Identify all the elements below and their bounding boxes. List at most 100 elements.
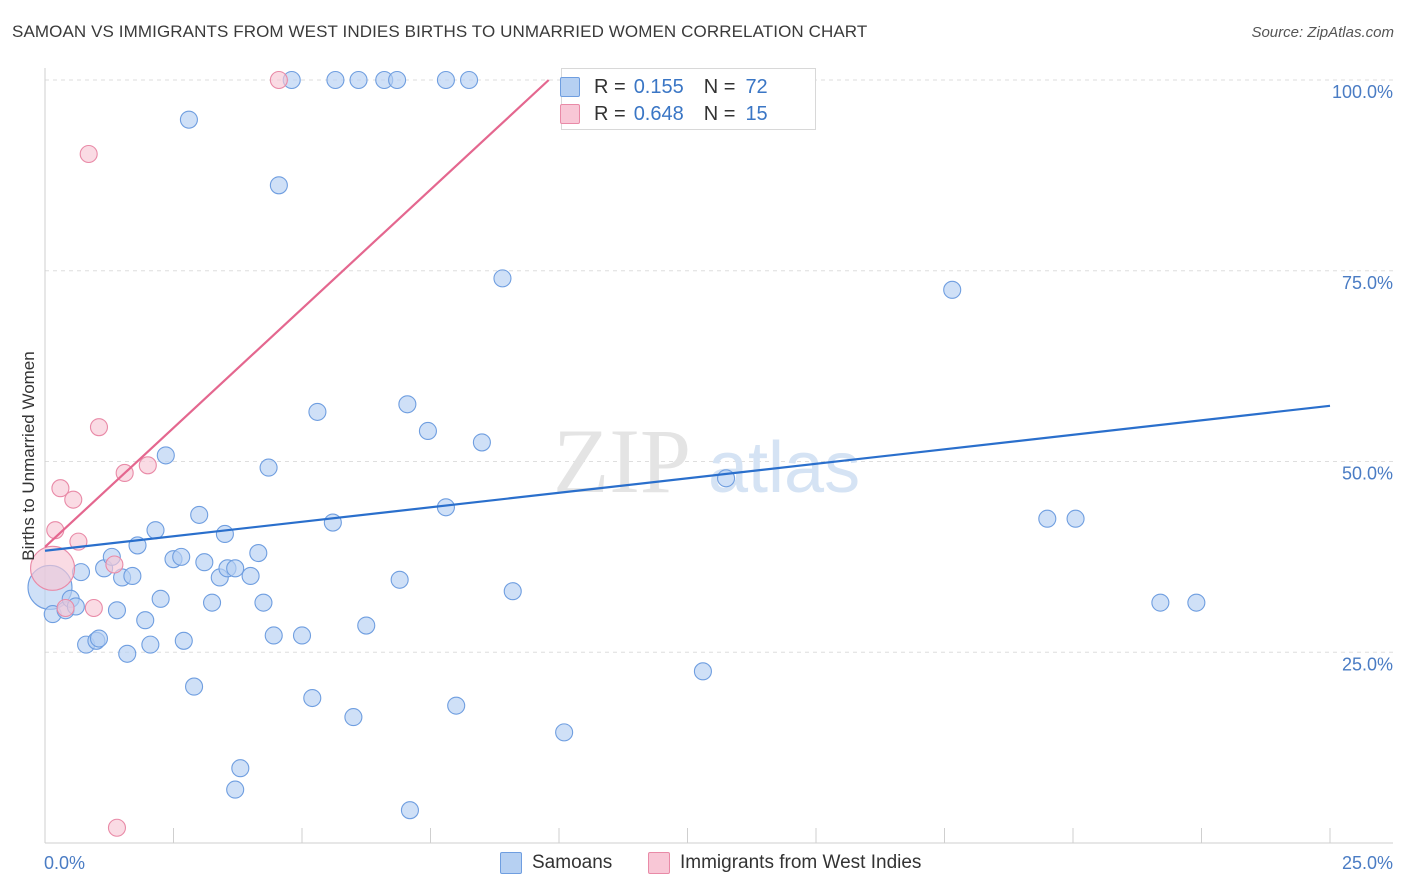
samoans-point[interactable] [400,801,419,820]
legend-swatch-samoans [560,77,580,97]
x-tick-label-min: 0.0% [44,853,85,873]
west-indies-point[interactable] [89,418,109,437]
samoans-point[interactable] [123,566,142,586]
samoans-point[interactable] [179,110,198,129]
trend-layer [44,79,1331,552]
legend-n-value: 72 [745,75,768,98]
samoans-point[interactable] [436,70,455,90]
samoans-point[interactable] [195,553,214,572]
legend-r-value: 0.648 [633,102,684,125]
source-label: Source: ZipAtlas.com [1251,24,1394,41]
watermark-zip: ZIP [553,410,691,512]
legend-item-samoans[interactable]: Samoans [500,852,612,874]
samoans-point[interactable] [943,280,962,299]
samoans-point[interactable] [693,662,712,681]
samoans-point[interactable] [226,780,245,799]
samoans-point[interactable] [418,421,437,441]
west-indies-point[interactable] [107,818,127,837]
samoans-point[interactable] [1038,509,1057,528]
west-indies-point[interactable] [105,555,124,574]
samoans-point[interactable] [107,601,127,620]
samoans-point[interactable] [1151,593,1170,612]
legend-swatch-west-indies [560,104,580,124]
west-indies-point[interactable] [138,456,157,475]
legend-row-samoans: R = 0.155 N = 72 [560,75,768,98]
legend-n-label: N = [703,75,736,98]
y-tick-label: 75.0% [1342,273,1393,293]
west-indies-point[interactable] [51,479,70,498]
samoans-point[interactable] [249,544,268,563]
west-indies-trend-line [44,79,550,548]
samoans-point[interactable] [174,631,193,650]
samoans-point[interactable] [1066,509,1085,528]
legend-row-west-indies: R = 0.648 N = 15 [560,102,768,125]
legend-label-west-indies: Immigrants from West Indies [680,852,922,873]
y-tick-label: 100.0% [1332,82,1393,102]
samoans-point[interactable] [344,708,363,727]
samoans-point[interactable] [259,458,278,477]
y-axis-label: Births to Unmarried Women [19,351,38,560]
samoans-point[interactable] [231,759,250,778]
legend-swatch-samoans [500,852,522,874]
samoans-trend-line [44,404,1331,552]
samoans-point[interactable] [472,433,491,452]
samoans-point[interactable] [226,559,245,578]
legend-r-label: R = [594,102,626,125]
samoans-point[interactable] [264,626,283,645]
label-layer: 25.0% 50.0% 75.0% 100.0% 0.0% 25.0% [44,82,1393,873]
samoans-point[interactable] [172,547,191,566]
samoans-point[interactable] [349,70,368,90]
samoans-point[interactable] [292,626,312,645]
samoans-point[interactable] [156,446,175,465]
legend-label-samoans: Samoans [532,852,613,873]
samoans-point[interactable] [308,402,327,421]
legend-r-label: R = [594,75,626,98]
west-indies-point[interactable] [84,598,103,618]
samoans-point[interactable] [555,723,574,742]
samoans-point[interactable] [254,593,273,612]
legend-n-value: 15 [745,102,768,125]
samoans-point[interactable] [1187,593,1206,612]
samoans-point[interactable] [303,688,322,708]
samoans-point[interactable] [241,566,260,586]
correlation-legend: R = 0.155 N = 72 R = 0.648 N = 15 [560,68,816,130]
samoans-point[interactable] [89,629,109,648]
samoans-point[interactable] [503,582,522,601]
west-indies-point[interactable] [56,598,75,618]
legend-item-west-indies[interactable]: Immigrants from West Indies [648,852,921,874]
west-indies-point[interactable] [79,144,98,164]
samoans-point[interactable] [390,570,409,589]
samoans-point[interactable] [136,611,155,630]
samoans-point[interactable] [447,696,466,715]
samoans-point[interactable] [459,70,479,90]
grid-layer [45,79,1393,653]
axis-layer [44,68,1393,844]
samoans-point[interactable] [185,677,204,696]
samoans-point[interactable] [141,635,160,654]
samoans-point[interactable] [269,176,288,195]
samoans-point[interactable] [203,593,222,612]
y-tick-label: 25.0% [1342,654,1393,674]
samoans-point[interactable] [388,70,407,90]
samoans-point[interactable] [118,644,137,663]
series-legend: Samoans Immigrants from West Indies [0,852,1406,878]
samoans-point[interactable] [326,70,345,90]
samoans-point[interactable] [151,589,170,608]
west-indies-point[interactable] [64,490,83,509]
legend-r-value: 0.155 [633,75,684,98]
samoans-point[interactable] [146,521,165,540]
legend-swatch-west-indies [648,852,670,874]
samoans-point[interactable] [215,524,234,544]
x-tick-label-max: 25.0% [1342,853,1393,873]
west-indies-point[interactable] [269,70,288,90]
samoans-point[interactable] [71,563,91,582]
watermark: ZIP atlas [553,410,860,512]
y-tick-label: 50.0% [1342,464,1393,484]
samoans-point[interactable] [493,269,512,288]
west-indies-point[interactable] [30,545,76,591]
samoans-point[interactable] [190,505,209,524]
samoans-point[interactable] [398,395,417,414]
legend-n-label: N = [703,102,736,125]
samoans-point[interactable] [357,616,376,635]
